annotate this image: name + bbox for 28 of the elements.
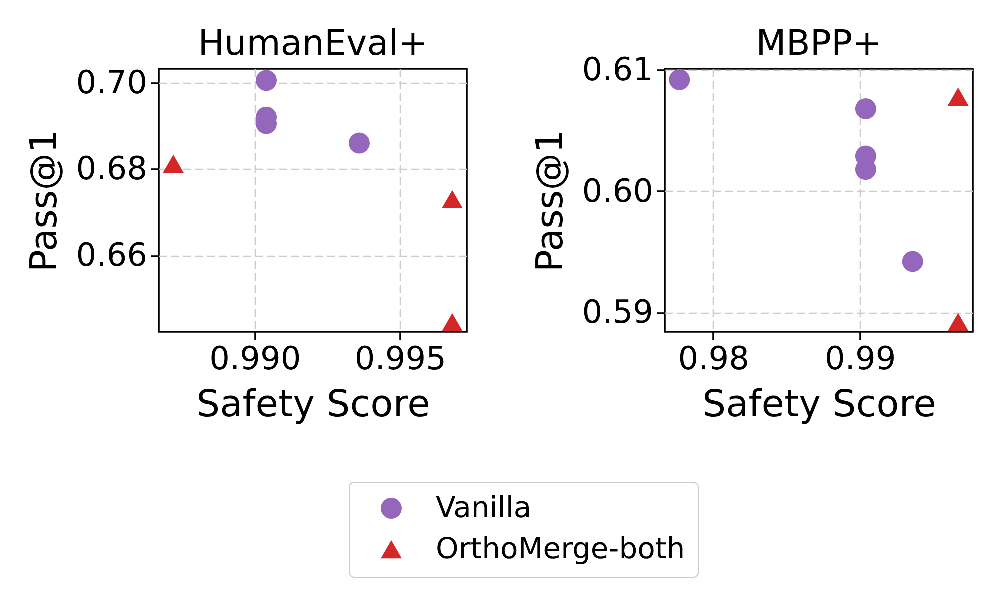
point — [948, 313, 969, 332]
point — [855, 98, 876, 120]
point — [442, 313, 463, 332]
x-tick-label: 0.995 — [354, 340, 446, 378]
y-tick-label: 0.70 — [76, 63, 148, 102]
point — [349, 132, 370, 154]
legend-label: Vanilla — [436, 490, 532, 524]
point — [948, 88, 969, 106]
chart-title: MBPP+ — [756, 24, 882, 64]
point — [442, 190, 463, 209]
y-tick-label: 0.59 — [582, 293, 654, 332]
x-tick-label: 0.99 — [824, 340, 896, 378]
y-axis-title: Pass@1 — [528, 130, 572, 272]
x-axis-title: Safety Score — [196, 382, 430, 426]
point — [256, 70, 277, 92]
point — [902, 251, 924, 272]
y-axis-title: Pass@1 — [22, 130, 66, 272]
chart-title: HumanEval+ — [198, 24, 428, 64]
legend-label: OrthoMerge-both — [436, 532, 686, 566]
y-tick-label: 0.68 — [76, 150, 148, 188]
x-tick-label: 0.990 — [210, 340, 302, 378]
point — [669, 69, 690, 90]
point — [163, 154, 184, 174]
x-axis-title: Safety Score — [702, 382, 936, 426]
y-tick-label: 0.61 — [582, 50, 654, 89]
y-tick-label: 0.60 — [582, 172, 654, 210]
x-tick-label: 0.98 — [678, 340, 750, 378]
y-tick-label: 0.66 — [76, 236, 148, 274]
